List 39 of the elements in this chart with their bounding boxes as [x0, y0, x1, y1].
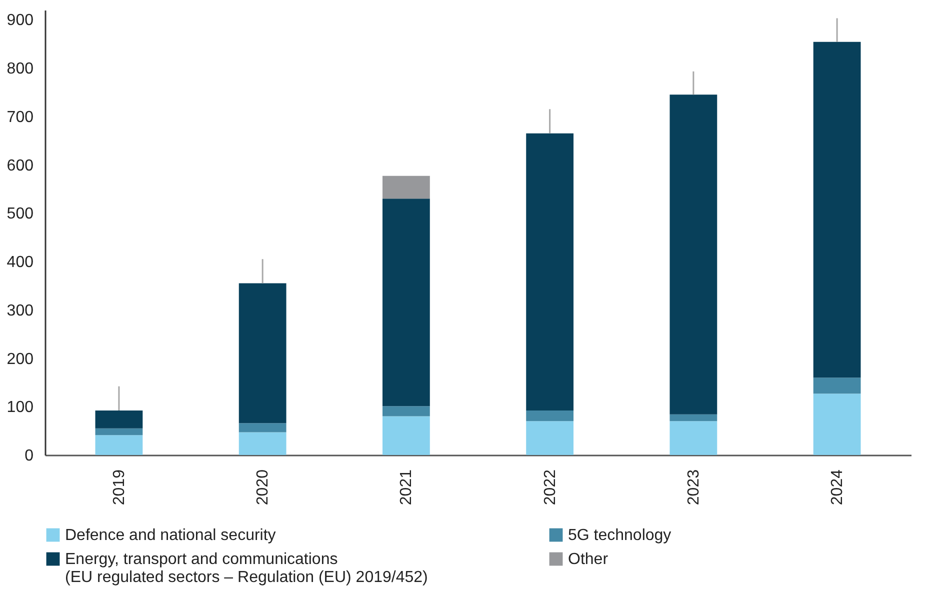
bar	[526, 421, 574, 455]
legend-label: Energy, transport and communications (EU regulated sectors – Regulation (EU) 2019/452)	[65, 551, 428, 586]
bar	[526, 410, 574, 422]
bar	[670, 414, 718, 422]
bar	[95, 435, 143, 455]
bar	[670, 421, 718, 455]
x-tick-label: 2020	[254, 469, 272, 506]
y-tick-label: 100	[6, 399, 34, 416]
bar	[382, 176, 430, 199]
x-tick-label: 2023	[685, 469, 702, 506]
bar	[670, 94, 718, 414]
bar	[382, 198, 430, 406]
legend-label: 5G technology	[568, 527, 672, 544]
y-tick-label: 700	[6, 108, 34, 126]
bar	[238, 423, 286, 432]
bar	[382, 406, 430, 416]
bar	[238, 283, 286, 424]
y-tick-label: 200	[6, 350, 34, 368]
y-tick-label: 800	[6, 60, 34, 78]
x-tick-label: 2019	[110, 469, 128, 506]
x-tick-label: 2022	[542, 469, 559, 506]
y-tick-label: 600	[6, 157, 34, 174]
y-tick-label: 900	[6, 12, 34, 30]
bar	[813, 394, 861, 455]
bar	[526, 133, 574, 410]
y-tick-label: 0	[24, 448, 34, 464]
x-tick-label: 2024	[829, 469, 846, 506]
y-tick-label: 500	[6, 206, 34, 223]
x-tick-label: 2021	[398, 469, 416, 506]
legend-label: Other	[568, 551, 609, 568]
bar	[813, 42, 861, 378]
bar	[238, 432, 286, 455]
bar	[95, 428, 143, 436]
legend-label: Defence and national security	[65, 527, 276, 544]
bar	[95, 410, 143, 428]
bar	[813, 378, 861, 394]
y-tick-label: 300	[6, 302, 34, 320]
bar	[382, 416, 430, 455]
y-tick-label: 400	[6, 254, 34, 272]
